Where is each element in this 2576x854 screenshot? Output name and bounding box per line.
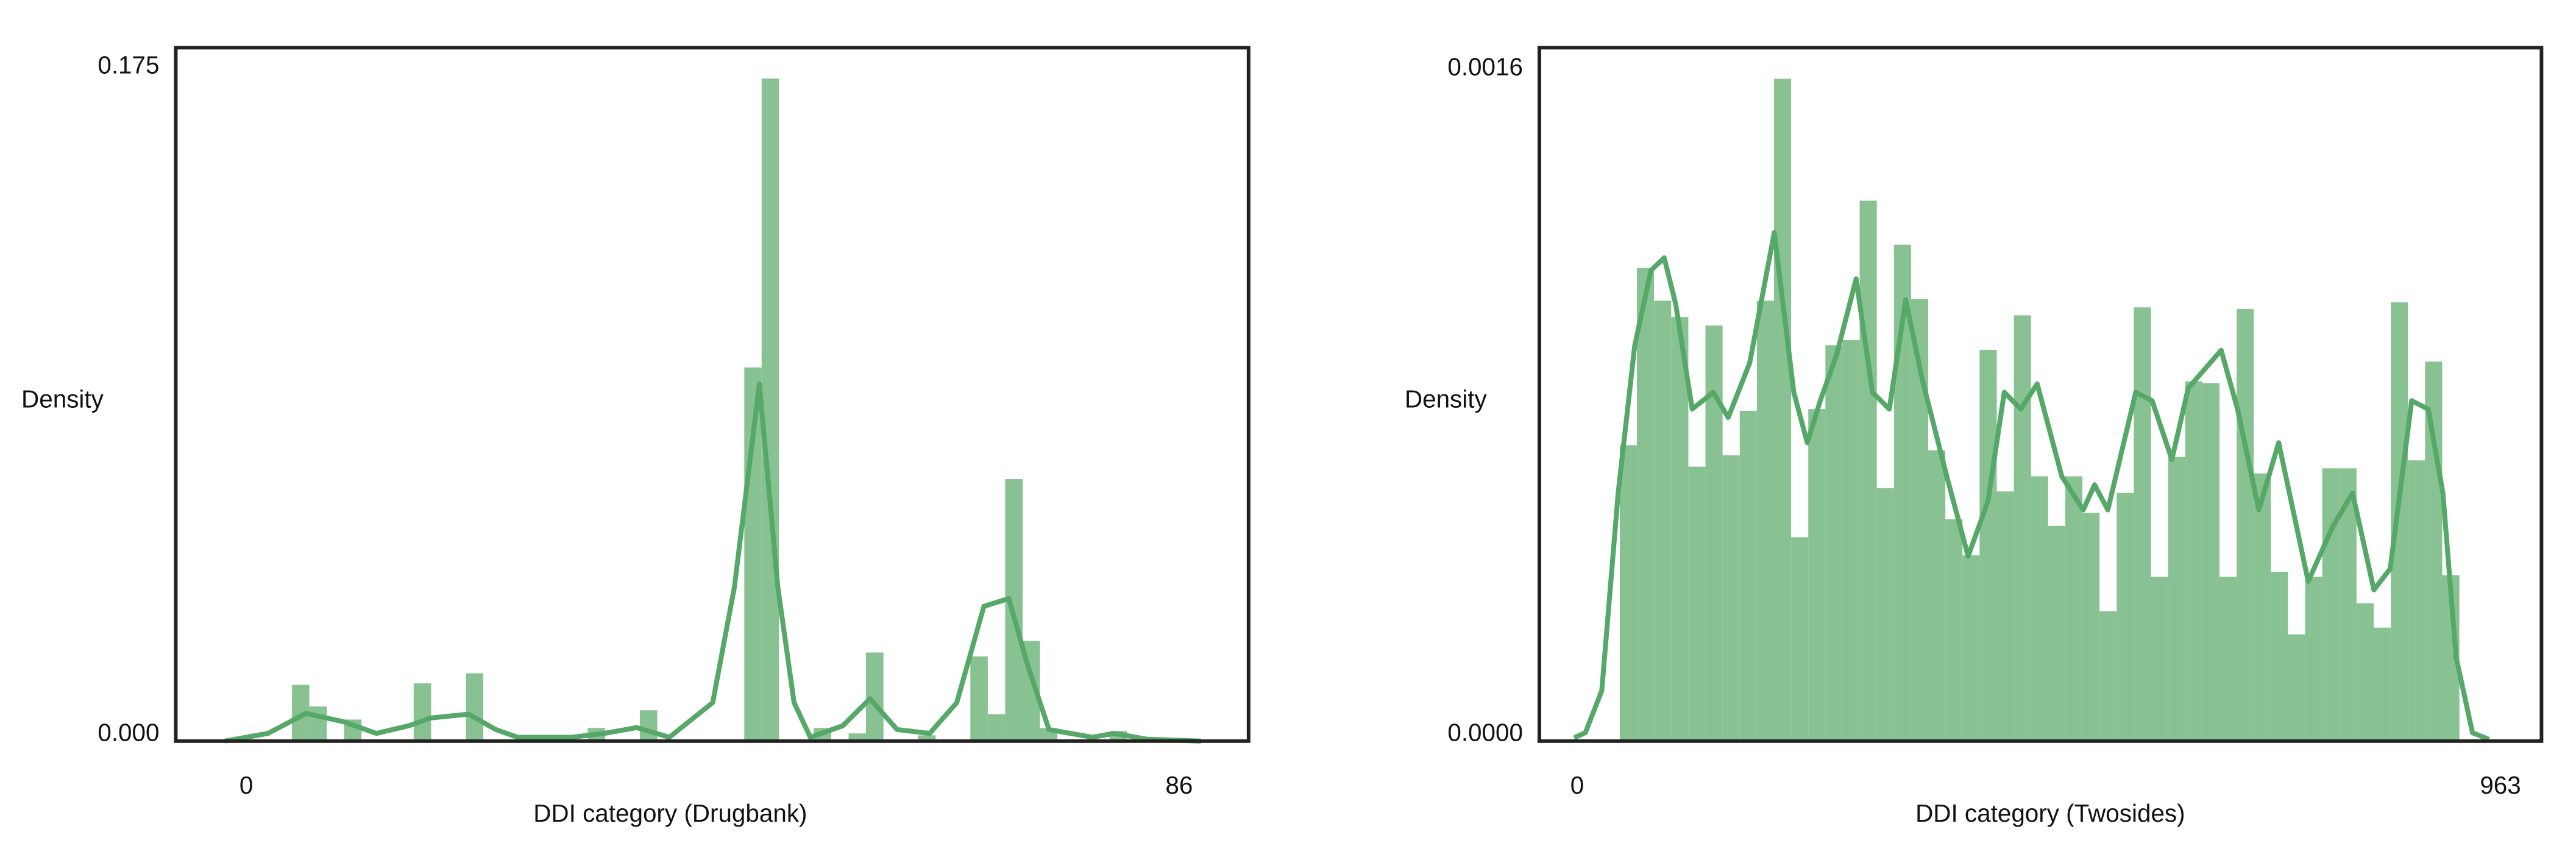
histogram-bar [2408,460,2425,741]
histogram-bar [2202,383,2219,741]
histogram-bar [639,710,658,741]
histogram-bar [1654,301,1672,741]
histogram-bar [1791,537,1809,741]
histogram-bar [1945,519,1963,741]
y-axis-label: Density [1405,385,1488,413]
histogram-bar [1842,340,1860,741]
histogram-bar [2117,493,2134,741]
histogram-bar [1637,268,1655,741]
y-tick-label: 0.175 [98,51,159,79]
plot-frame [174,46,1251,743]
histogram-bar [970,656,988,741]
histogram-bar [2254,473,2271,741]
histogram-bar [2082,513,2100,741]
histogram-bar [2391,302,2408,741]
histogram-bar [2322,468,2340,741]
x-tick-label: 963 [2480,771,2521,799]
plot-frame [1537,46,2544,743]
histogram-bar [2048,525,2065,741]
histogram-bar [987,714,1006,741]
histogram-bar [2425,361,2443,741]
histogram-bar [918,735,936,741]
histogram-bar [1671,317,1689,741]
histogram-bar [2374,627,2391,741]
y-tick-label: 0.0016 [1447,52,1523,80]
histogram-bar [1962,555,1980,741]
histogram-bar [2134,307,2151,741]
y-tick-label: 0.000 [98,719,159,747]
histogram-bar [1808,409,1826,741]
histogram-bar [1619,445,1637,741]
histogram-bar [2151,577,2168,741]
histogram-bar [309,706,327,741]
histogram-bar [2014,315,2031,741]
x-tick-label: 86 [1165,771,1193,799]
histogram-bar [1979,349,1997,741]
x-tick-label: 0 [240,771,253,799]
y-axis-label: Density [21,385,104,413]
histogram-bar [1688,466,1706,741]
histogram-bar [2031,476,2048,741]
histogram-bar [2185,381,2202,741]
histogram-bar [1705,325,1723,741]
histogram-bar [1773,79,1792,741]
histogram-bar [1739,410,1757,741]
histogram-bar [1996,491,2014,741]
histogram-bar [2288,634,2305,741]
histogram-bar [1825,345,1843,741]
histogram-bar [848,733,867,741]
histogram-bar [2237,309,2254,741]
histogram-bar [2356,603,2374,741]
kde-line [224,381,1201,744]
histogram-bar [2271,571,2288,741]
histogram-bar [466,673,484,741]
kde-line [1573,230,2490,742]
histogram-bar [761,78,779,741]
x-tick-label: 0 [1570,771,1584,799]
histogram-bar [2219,577,2237,741]
histogram-bar [2065,476,2083,741]
histogram-bar [413,683,431,741]
x-axis-label: DDI category (Drugbank) [533,799,807,827]
histogram-bar [1859,201,1877,741]
histogram-bar [2168,457,2185,741]
histogram-bar [2305,577,2322,741]
histogram-bar [1928,450,1946,741]
histogram-bar [1876,488,1894,741]
histogram-bar [1756,301,1774,741]
x-axis-label: DDI category (Twosides) [1915,799,2185,827]
histogram-bar [2099,611,2117,741]
y-tick-label: 0.0000 [1447,719,1523,747]
histogram-bar [1722,455,1740,741]
